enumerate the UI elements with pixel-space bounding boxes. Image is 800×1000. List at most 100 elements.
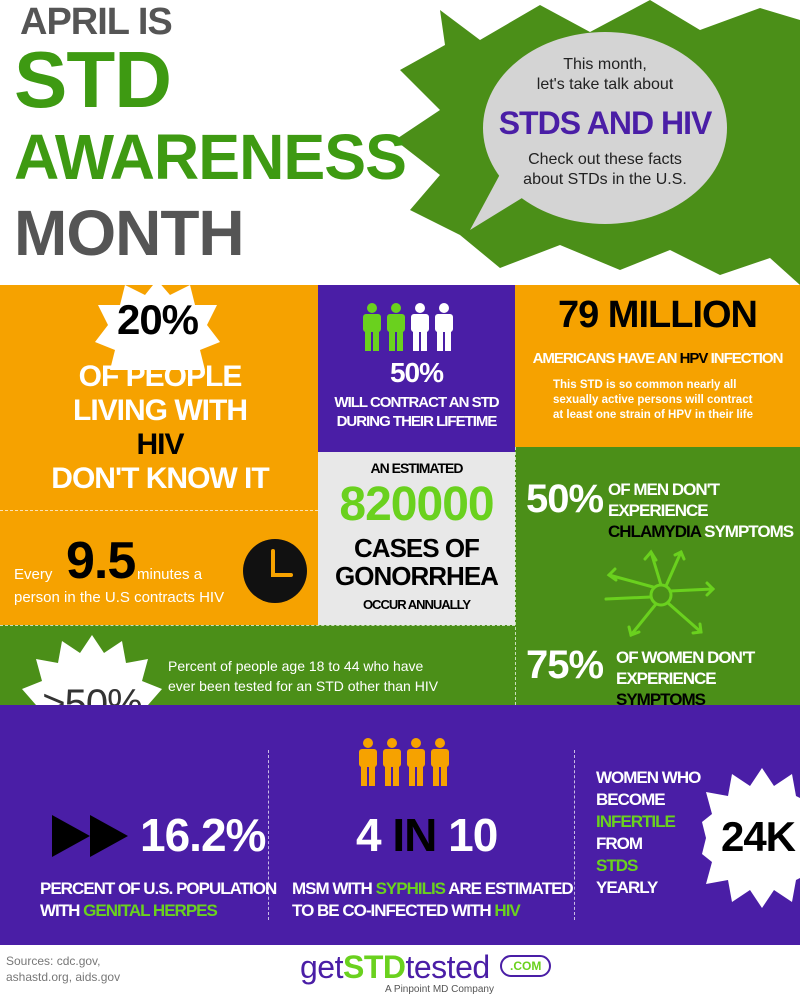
person-icon [383, 738, 401, 786]
hiv-unaware-text: OF PEOPLE LIVING WITH HIV DON'T KNOW IT [40, 360, 280, 496]
herpes-line1: PERCENT OF U.S. POPULATION [40, 879, 277, 898]
chlamydia-women-line3: SYMPTOMS [616, 690, 706, 709]
person-icon [435, 303, 453, 351]
bottom-facts-panel [0, 705, 800, 945]
hiv-rate-unit: minutes a [137, 566, 203, 583]
chlamydia-men-percent: 50% [526, 477, 604, 521]
bubble-highlight: STDS AND HIV [498, 105, 713, 141]
person-icon [411, 303, 429, 351]
bubble-intro: This month, let's take talk about [495, 55, 715, 95]
hiv-rate-every: Every [14, 566, 53, 583]
chlamydia-men-line1: OF MEN DON'T EXPERIENCE [608, 480, 720, 520]
infertile-text: WOMEN WHO BECOME INFERTILE FROM STDS YEA… [596, 767, 701, 899]
logo-tested: tested [405, 949, 490, 985]
chlamydia-women-percent: 75% [526, 643, 604, 687]
infertile-line3: INFERTILE [596, 812, 676, 831]
lifetime-percent: 50% [389, 357, 444, 388]
footer-sources-line2: ashastd.org, aids.gov [6, 970, 121, 984]
green-starburst-shape [395, 0, 800, 285]
gonorrhea-panel: AN ESTIMATED 820000 CASES OF GONORRHEA O… [318, 452, 515, 625]
footer: Sources: cdc.gov, ashastd.org, aids.gov … [0, 945, 800, 1000]
herpes-line2b: GENITAL HERPES [83, 901, 218, 920]
orange-people-icons [356, 738, 476, 791]
gonorrhea-text: CASES OF GONORRHEA [318, 534, 515, 590]
bubble-outro-line2: about STDs in the U.S. [523, 171, 687, 188]
bubble-outro: Check out these facts about STDs in the … [495, 150, 715, 190]
header-line4: MONTH [14, 197, 245, 269]
person-icon [431, 738, 449, 786]
logo-com-badge: .COM [500, 955, 552, 977]
hpv-sub-b: HPV [679, 350, 709, 367]
msm-line1c: ARE ESTIMATED [448, 879, 574, 898]
chlamydia-panel: 50% OF MEN DON'T EXPERIENCE CHLAMYDIA SY… [515, 447, 800, 709]
getstdtested-logo[interactable]: getSTDtested [300, 949, 490, 985]
hiv-rate-rest: person in the U.S contracts HIV [14, 589, 225, 606]
hiv-unaware-percent: 20% [116, 296, 199, 343]
chlamydia-men-text: OF MEN DON'T EXPERIENCE CHLAMYDIA SYMPTO… [608, 479, 800, 542]
footer-sources-line1: Sources: cdc.gov, [6, 954, 101, 968]
herpes-percent: 16.2% [140, 809, 266, 861]
divider [574, 750, 575, 920]
gonorrhea-line2: GONORRHEA [335, 561, 499, 591]
lifetime-text: WILL CONTRACT AN STD DURING THEIR LIFETI… [318, 393, 515, 431]
gonorrhea-line1: CASES OF [354, 533, 480, 563]
hpv-note-line3: at least one strain of HPV in their life [553, 409, 754, 421]
herpes-text: PERCENT OF U.S. POPULATION WITH GENITAL … [40, 878, 277, 922]
chlamydia-women-line2: EXPERIENCE [616, 669, 717, 688]
divider [268, 750, 269, 920]
infertile-line4: FROM [596, 834, 643, 853]
hiv-unaware-line3: HIV [136, 428, 184, 461]
hpv-value: 79 MILLION [557, 294, 758, 336]
msm-in: IN [392, 809, 437, 861]
hiv-rate-value: 9.5 [66, 532, 136, 590]
header-section: APRIL IS STD AWARENESS MONTH This month,… [0, 0, 800, 285]
fast-forward-icon [52, 815, 128, 857]
hiv-unaware-line4: DON'T KNOW IT [51, 462, 269, 495]
bacteria-icon [604, 549, 716, 637]
chlamydia-women-text: OF WOMEN DON'T EXPERIENCE SYMPTOMS [616, 647, 800, 710]
hiv-rate-panel: Every 9.5 minutes a person in the U.S co… [0, 510, 318, 625]
header-line2: STD [14, 35, 172, 124]
lifetime-line1: WILL CONTRACT AN STD [334, 394, 499, 411]
chlamydia-women-line1: OF WOMEN DON'T [616, 648, 755, 667]
hiv-unaware-panel: 20% OF PEOPLE LIVING WITH HIV DON'T KNOW… [0, 280, 318, 510]
gonorrhea-post: OCCUR ANNUALLY [362, 597, 471, 612]
gonorrhea-value: 820000 [339, 478, 494, 531]
chlamydia-men-line3: SYMPTOMS [704, 522, 794, 541]
bubble-intro-line1: This month, [563, 56, 647, 73]
hpv-sub-a: AMERICANS HAVE AN [532, 350, 678, 367]
infertile-value: 24K [720, 813, 796, 860]
chlamydia-men-line2: CHLAMYDIA [608, 522, 701, 541]
msm-den: 10 [448, 809, 498, 861]
clock-icon [243, 539, 307, 603]
herpes-line2a: WITH [40, 901, 80, 920]
hpv-note-line1: This STD is so common nearly all [553, 379, 737, 391]
hpv-panel: 79 MILLION AMERICANS HAVE AN HPV INFECTI… [515, 285, 800, 447]
tested-line1: Percent of people age 18 to 44 who have [168, 658, 424, 674]
msm-line1b: SYPHILIS [375, 879, 446, 898]
infertile-line1: WOMEN WHO [596, 768, 701, 787]
bubble-intro-line2: let's take talk about [536, 76, 674, 93]
person-icon [359, 738, 377, 786]
msm-num: 4 [356, 809, 382, 861]
footer-tagline: A Pinpoint MD Company [385, 984, 494, 995]
bubble-outro-line1: Check out these facts [528, 151, 682, 168]
person-icon [363, 303, 381, 351]
msm-line1a: MSM WITH [292, 879, 373, 898]
logo-std: STD [342, 949, 406, 985]
infertile-line6: YEARLY [596, 878, 658, 897]
msm-text: MSM WITH SYPHILIS ARE ESTIMATED TO BE CO… [292, 878, 574, 922]
hpv-note: This STD is so common nearly all sexuall… [553, 378, 798, 423]
msm-line2b: HIV [494, 901, 520, 920]
header-line1: APRIL IS [20, 1, 173, 43]
lifetime-panel: 50% WILL CONTRACT AN STD DURING THEIR LI… [318, 285, 515, 452]
white-starburst-badge [702, 768, 800, 908]
hiv-unaware-line2: LIVING WITH [73, 394, 248, 427]
hiv-unaware-line1: OF PEOPLE [78, 360, 243, 393]
tested-line2: ever been tested for an STD other than H… [168, 678, 439, 694]
person-icon [387, 303, 405, 351]
person-icon [407, 738, 425, 786]
msm-line2a: TO BE CO-INFECTED WITH [292, 901, 492, 920]
infertile-line2: BECOME [596, 790, 666, 809]
msm-ratio: 4 IN 10 [356, 808, 498, 862]
